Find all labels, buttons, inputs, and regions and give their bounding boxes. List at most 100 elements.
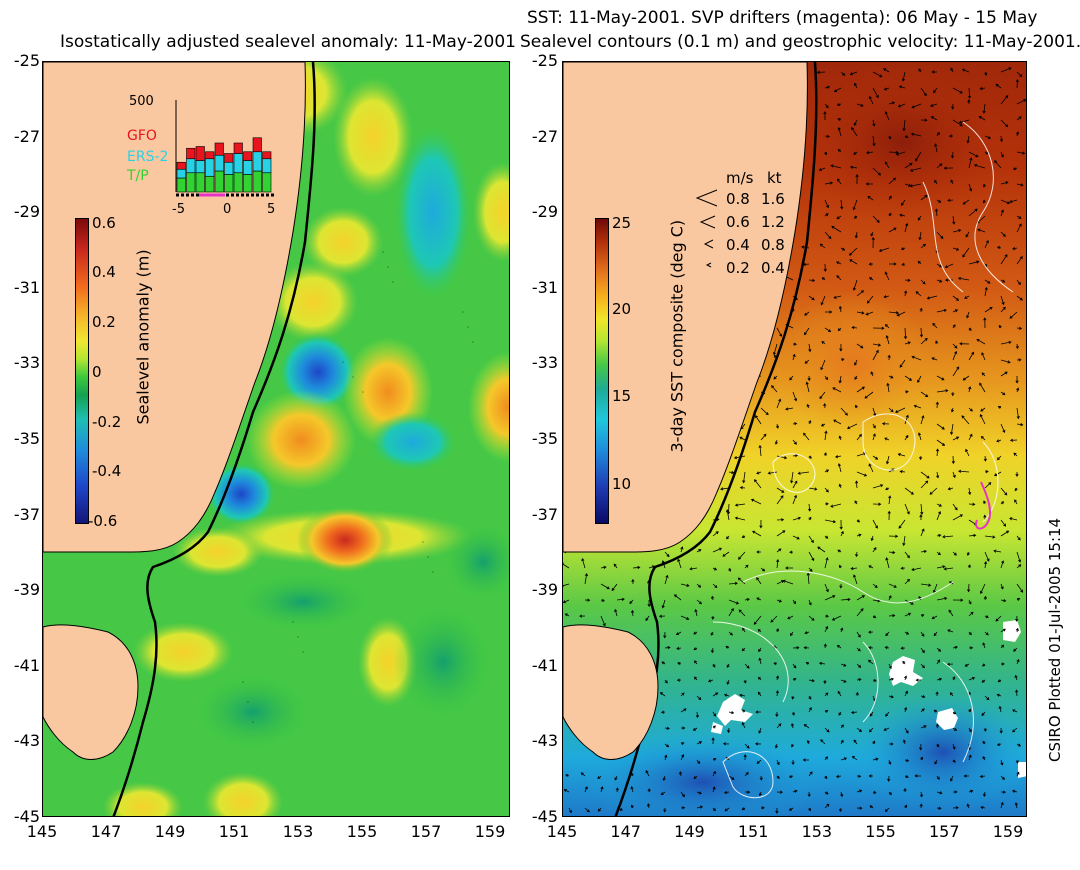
csiro-credit: CSIRO Plotted 01-Jul-2005 15:14 <box>1046 517 1064 762</box>
left-lat-tick: -29 <box>13 202 40 222</box>
right-lat-tick: -33 <box>531 353 558 373</box>
inset-bar-tp <box>195 172 205 193</box>
inset-bar-tp <box>214 170 224 193</box>
sealevel-cb-tick-0.2: 0.2 <box>92 313 116 331</box>
inset-legend-ers2: ERS-2 <box>127 149 169 165</box>
inset-bar-ers <box>224 161 234 175</box>
sst-cb-tick-20: 20 <box>612 300 632 318</box>
sst-tasmania <box>563 624 659 760</box>
inset-ymax-label: 500 <box>129 94 154 109</box>
velocity-legend-ms-1: 0.6 <box>726 213 750 231</box>
inset-bar-chart <box>175 100 276 197</box>
right-lat-tick: -35 <box>531 429 558 448</box>
inset-bar-tp <box>224 174 234 193</box>
right-lat-tick: -37 <box>531 504 558 524</box>
left-lat-tick: -25 <box>13 51 40 70</box>
right-lat-tick: -31 <box>531 277 558 297</box>
left-lat-tick: -33 <box>13 353 40 373</box>
sealevel-cb-tick-0.4: 0.4 <box>92 263 116 281</box>
sst-cb-tick-10: 10 <box>612 475 632 493</box>
left-lon-tick: 159 <box>474 822 506 841</box>
inset-bar-gfo <box>176 161 186 170</box>
left-lat-tick: -37 <box>13 504 40 524</box>
inset-bar-ers <box>262 158 272 174</box>
inset-bar-ers <box>176 168 186 179</box>
left-lon-tick: 147 <box>90 822 122 841</box>
inset-bar-gfo <box>186 147 196 160</box>
sst-mainland-australia <box>563 62 808 553</box>
velocity-legend-arrows <box>695 189 718 268</box>
right-map-title-line1: SST: 11-May-2001. SVP drifters (magenta)… <box>527 8 1038 28</box>
left-lon-tick: 149 <box>154 822 186 841</box>
left-map-title: Isostatically adjusted sealevel anomaly:… <box>60 32 516 52</box>
inset-bar-ers <box>214 154 224 172</box>
inset-bar-tp <box>252 170 262 193</box>
sealevel-cb-tick-0.6: 0.6 <box>92 214 116 232</box>
inset-bar-ers <box>195 160 205 174</box>
right-lat-tick: -29 <box>531 202 558 222</box>
sst-cb-tick-25: 25 <box>612 214 632 232</box>
sst-colorbar <box>595 218 609 524</box>
inset-xtick-5: 5 <box>267 202 276 217</box>
right-lon-tick: 149 <box>674 822 705 841</box>
right-lat-tick: -25 <box>531 51 558 70</box>
inset-bar-gfo <box>262 151 272 160</box>
sealevel-contours <box>712 121 1014 799</box>
sst-map: m/s kt 0.8 1.6 0.6 1.2 0.4 0.8 0.2 0.4 <box>562 61 1027 817</box>
velocity-legend-kt-1: 1.2 <box>761 213 785 231</box>
satellite-track-inset: 500 GFO ERS-2 T/P -5 0 5 <box>121 92 291 242</box>
right-map-title-line2: Sealevel contours (0.1 m) and geostrophi… <box>520 32 1080 52</box>
inset-bar-ers <box>233 153 243 174</box>
velocity-legend-ms-0: 0.8 <box>726 190 750 208</box>
right-lon-tick: 147 <box>610 822 641 841</box>
inset-bar-tp <box>205 175 215 193</box>
right-lat-tick: -27 <box>531 126 558 146</box>
right-lat-tick: -45 <box>531 807 558 826</box>
sealevel-colorbar <box>75 218 89 524</box>
left-lat-tick: -45 <box>13 807 40 826</box>
cloud-mask <box>711 620 1026 778</box>
inset-bar-gfo <box>224 153 234 163</box>
velocity-legend-header-kt: kt <box>767 169 782 187</box>
inset-xtick-0: 0 <box>223 202 232 217</box>
right-lon-tick: 145 <box>546 822 578 841</box>
right-lat-tick: -39 <box>531 580 558 600</box>
inset-bar-gfo <box>243 151 253 161</box>
left-lon-tick: 157 <box>410 822 442 841</box>
right-lon-tick: 159 <box>992 822 1024 841</box>
inset-bar-gfo <box>214 142 224 156</box>
inset-bar-tp <box>243 174 253 193</box>
inset-bar-gfo <box>233 142 243 154</box>
inset-bar-ers <box>252 151 262 172</box>
right-lon-tick: 157 <box>929 822 960 841</box>
sst-cb-label: 3-day SST composite (deg C) <box>667 219 687 453</box>
velocity-legend-kt-2: 0.8 <box>761 236 785 254</box>
right-lat-tick: -41 <box>531 655 558 675</box>
sealevel-anomaly-map: 500 GFO ERS-2 T/P -5 0 5 <box>42 61 510 817</box>
inset-bar-tp <box>233 172 243 193</box>
left-lon-tick: 145 <box>26 822 58 841</box>
inset-legend-tp: T/P <box>127 168 149 184</box>
left-lat-tick: -43 <box>13 731 40 751</box>
sealevel-cb-tick-0: 0 <box>92 363 102 381</box>
right-lat-tick: -43 <box>531 731 558 751</box>
right-lon-tick: 153 <box>801 822 833 841</box>
inset-bar-tp <box>176 177 186 193</box>
right-lon-tick: 151 <box>737 822 769 841</box>
inset-bar-tp <box>262 172 272 193</box>
left-lon-tick: 155 <box>346 822 378 841</box>
svp-drifter-track <box>975 481 991 530</box>
inset-bar-ers <box>243 160 253 175</box>
left-lat-tick: -27 <box>13 126 40 146</box>
inset-bar-gfo <box>205 151 215 160</box>
velocity-legend-header-ms: m/s <box>726 169 754 187</box>
inset-bar-gfo <box>252 137 262 153</box>
inset-bar-ers <box>205 158 215 177</box>
left-lon-tick: 151 <box>218 822 250 841</box>
inset-bar-gfo <box>195 146 205 161</box>
left-lon-tick: 153 <box>282 822 314 841</box>
tasmania <box>43 624 139 760</box>
velocity-legend-kt-3: 0.4 <box>761 259 785 277</box>
velocity-legend-ms-3: 0.2 <box>726 259 750 277</box>
left-lat-tick: -31 <box>13 277 40 297</box>
